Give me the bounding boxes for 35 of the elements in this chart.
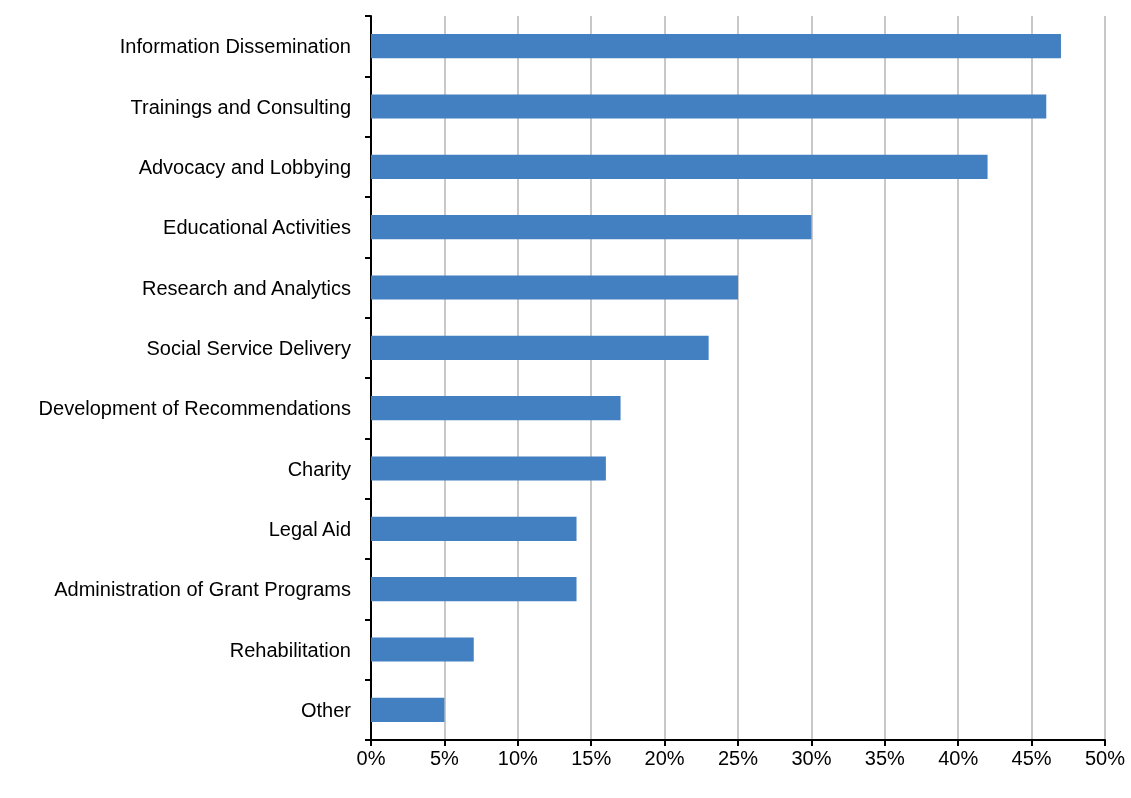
x-tick-label: 20% (644, 747, 685, 769)
y-tick-label: Research and Analytics (141, 276, 351, 299)
y-tick-label: Information Dissemination (119, 35, 351, 58)
y-tick-label: Advocacy and Lobbying (138, 155, 351, 178)
bar (371, 516, 577, 541)
y-tick-label: Trainings and Consulting (130, 95, 351, 118)
bar (371, 335, 709, 360)
bar (371, 275, 738, 300)
bar (371, 396, 621, 421)
bar (371, 154, 988, 179)
y-tick-label: Other (300, 698, 352, 721)
x-tick-label: 5% (429, 747, 460, 769)
y-tick-label: Administration of Grant Programs (54, 578, 351, 601)
x-tick-label: 35% (864, 747, 906, 769)
x-tick-label: 50% (1084, 747, 1126, 769)
y-tick-label: Social Service Delivery (146, 336, 351, 359)
x-tick-label: 10% (497, 747, 539, 769)
x-tick-label: 45% (1011, 747, 1052, 769)
x-tick-label: 30% (791, 747, 832, 769)
y-tick-label: Development of Recommendations (38, 397, 351, 420)
bar (371, 34, 1061, 59)
bar (371, 456, 606, 481)
bar (371, 697, 445, 722)
x-tick-label: 15% (571, 747, 612, 769)
x-tick-label: 40% (938, 747, 979, 769)
y-tick-label: Legal Aid (268, 517, 351, 540)
y-tick-label: Rehabilitation (229, 638, 351, 661)
bar (371, 215, 812, 240)
bar (371, 577, 577, 602)
y-tick-label: Charity (287, 457, 351, 480)
x-tick-label: 25% (717, 747, 759, 769)
y-tick-label: Educational Activities (163, 216, 351, 239)
x-tick-label: 0% (356, 747, 386, 769)
bar (371, 94, 1047, 119)
bar (371, 637, 474, 662)
